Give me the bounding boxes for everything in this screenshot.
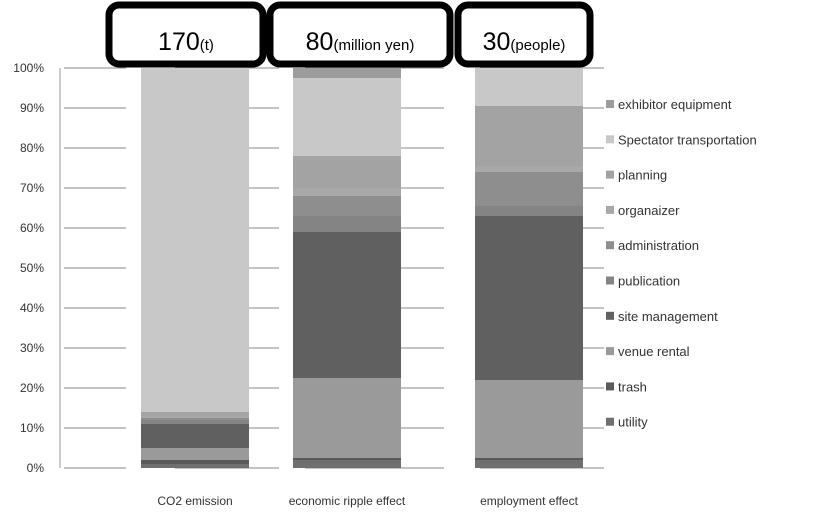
- bar-segment: [293, 378, 401, 458]
- bar-segment: [141, 460, 249, 464]
- bar-segment: [293, 232, 401, 378]
- total-value: 80: [306, 28, 334, 56]
- y-tick-label: 70%: [20, 181, 44, 195]
- bar-segment: [475, 68, 583, 106]
- total-badge-text: 80(million yen): [306, 28, 415, 56]
- total-badge-text: 30(people): [483, 28, 566, 56]
- bar-segment: [141, 424, 249, 448]
- bar-segment: [141, 464, 249, 468]
- bar-segment: [141, 418, 249, 420]
- bar-segment: [293, 196, 401, 216]
- y-tick-label: 40%: [20, 301, 44, 315]
- total-badge: [266, 1, 454, 68]
- y-tick-label: 20%: [20, 381, 44, 395]
- bar-segment: [293, 156, 401, 188]
- legend-swatch: [606, 347, 614, 356]
- total-unit: (million yen): [333, 37, 414, 54]
- total-badge: [454, 1, 594, 68]
- y-tick-label: 30%: [20, 341, 44, 355]
- bar-segment: [141, 448, 249, 460]
- legend-swatch: [606, 311, 614, 320]
- y-tick-label: 100%: [13, 61, 44, 75]
- y-tick-label: 10%: [20, 421, 44, 435]
- legend-label: trash: [618, 379, 647, 394]
- bar-segment: [293, 458, 401, 460]
- y-tick-label: 50%: [20, 261, 44, 275]
- legend-swatch: [606, 382, 614, 391]
- total-badges: 170(t) 80(million yen) 30(people): [105, 1, 594, 68]
- bars: [141, 68, 583, 468]
- legend-label: publication: [618, 274, 680, 289]
- category-labels: CO2 emission economic ripple effect employ…: [157, 494, 578, 508]
- bar-segment: [475, 206, 583, 216]
- legend-label: exhibitor equipment: [618, 97, 732, 112]
- total-unit: (t): [200, 37, 214, 54]
- y-tick-label: 80%: [20, 141, 44, 155]
- legend-label: Spectator transportation: [618, 132, 757, 147]
- legend-label: venue rental: [618, 344, 690, 359]
- y-axis-tick-labels: 0% 10% 20% 30% 40% 50% 60% 70% 80% 90% 100%: [13, 61, 44, 475]
- total-unit: (people): [510, 37, 565, 54]
- legend-label: site management: [618, 309, 718, 324]
- bar-segment: [293, 216, 401, 232]
- bar-segment: [293, 188, 401, 196]
- y-tick-label: 60%: [20, 221, 44, 235]
- bar-segment: [475, 172, 583, 206]
- bar-segment: [141, 416, 249, 418]
- bar-segment: [475, 458, 583, 460]
- legend-swatch: [606, 100, 614, 108]
- bar-segment: [475, 380, 583, 458]
- category-label: economic ripple effect: [289, 494, 406, 508]
- bar-segment: [141, 412, 249, 416]
- bar-segment: [141, 68, 249, 412]
- legend-label: organaizer: [618, 203, 680, 218]
- y-tick-label: 0%: [27, 461, 45, 475]
- bar-segment: [141, 420, 249, 424]
- total-value: 30: [483, 28, 511, 56]
- legend-label: utility: [618, 415, 648, 430]
- bar-segment: [475, 166, 583, 172]
- bar-segment: [475, 106, 583, 166]
- bar-segment: [475, 216, 583, 380]
- category-label: CO2 emission: [157, 494, 232, 508]
- category-label: employment effect: [480, 494, 578, 508]
- legend-swatch: [606, 276, 614, 285]
- legend-swatch: [606, 135, 614, 144]
- bar-segment: [475, 460, 583, 468]
- legend-swatch: [606, 417, 614, 426]
- legend-swatch: [606, 205, 614, 214]
- bar-segment: [293, 78, 401, 156]
- total-badge: [105, 1, 267, 68]
- total-badge-text: 170(t): [158, 28, 214, 56]
- legend-label: administration: [618, 238, 699, 253]
- legend: exhibitor equipment Spectator transportat…: [606, 97, 757, 430]
- bar-segment: [293, 460, 401, 468]
- legend-label: planning: [618, 168, 667, 183]
- legend-swatch: [606, 241, 614, 250]
- y-tick-label: 90%: [20, 101, 44, 115]
- bar-segment: [293, 68, 401, 78]
- legend-swatch: [606, 170, 614, 179]
- total-value: 170: [158, 28, 200, 56]
